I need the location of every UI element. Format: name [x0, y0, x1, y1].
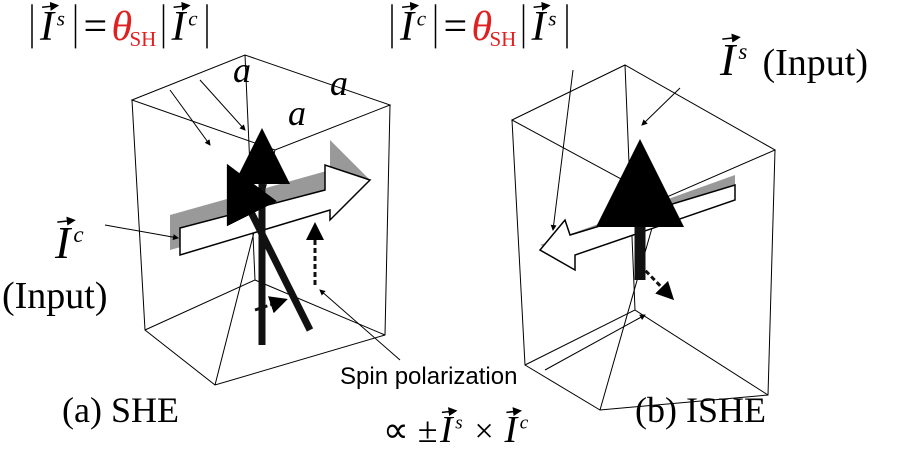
spin-polarization: Spin polarization	[340, 363, 517, 390]
vector-base: I	[531, 4, 548, 50]
superscript: c	[520, 413, 529, 434]
equals: =	[444, 4, 468, 50]
side-label: a	[288, 93, 306, 133]
superscript: s	[738, 39, 747, 64]
vector-base: I	[171, 4, 188, 50]
times: ×	[475, 413, 494, 450]
vector-base: I	[719, 34, 738, 85]
superscript: c	[73, 222, 83, 247]
arrows-b	[540, 70, 735, 370]
superscript: c	[188, 6, 198, 30]
proportional: ∝ ±	[383, 410, 437, 450]
diagram: Is=θSHIcIc=θSHIsaaaIc(Input)(a) SHEIs(In…	[0, 0, 918, 457]
caption: (a) SHE	[62, 390, 179, 430]
subscript: SH	[130, 27, 157, 51]
side-label: a	[233, 50, 251, 90]
superscript: s	[455, 413, 462, 434]
input-note: (Input)	[763, 42, 869, 84]
superscript: c	[417, 6, 427, 30]
equals: =	[84, 4, 108, 50]
vector-base: I	[54, 217, 73, 268]
superscript: s	[57, 6, 65, 30]
superscript: s	[548, 6, 556, 30]
caption: (b) ISHE	[635, 390, 766, 430]
vector-base: I	[399, 4, 416, 50]
vector-base: I	[439, 409, 455, 451]
vector-base: I	[39, 4, 56, 50]
input-note: (Input)	[2, 275, 108, 317]
subscript: SH	[490, 27, 517, 51]
side-label: a	[330, 63, 348, 103]
vector-base: I	[504, 409, 520, 451]
arrows-a	[105, 80, 400, 360]
